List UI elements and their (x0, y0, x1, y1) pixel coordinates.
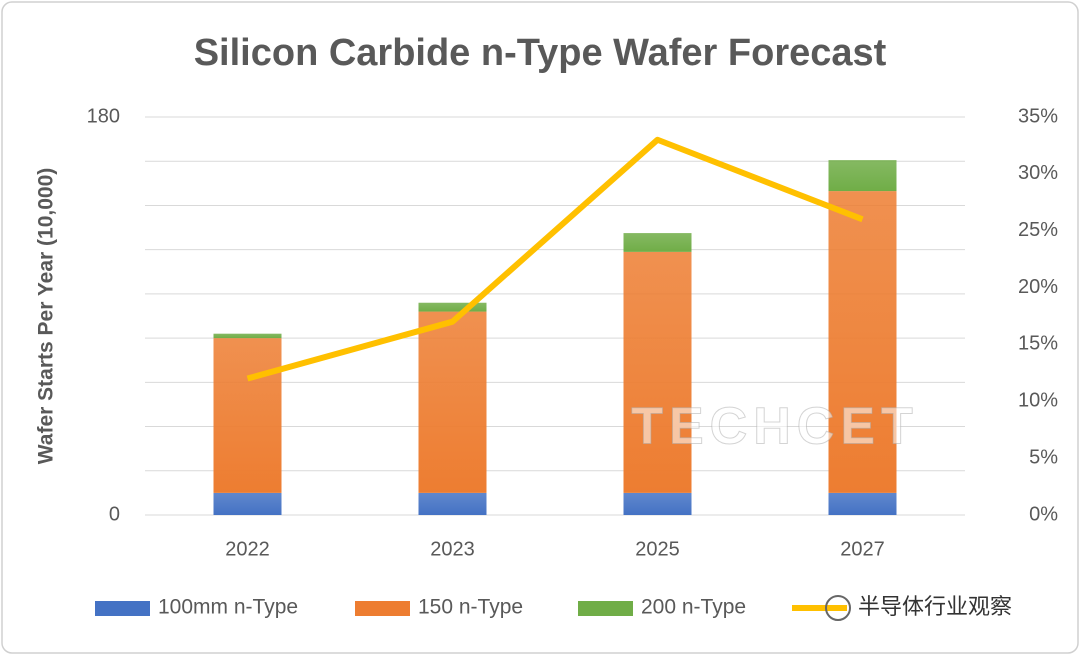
bar-segment (623, 233, 692, 252)
y-tick-label: 0 (109, 503, 120, 525)
x-tick-label: 2022 (225, 538, 270, 560)
y-axis-title: Wafer Starts Per Year (10,000) (35, 168, 58, 465)
y2-tick-label: 35% (1018, 105, 1058, 127)
watermark: 半导体行业观察 (858, 594, 1012, 619)
x-tick-label: 2025 (635, 538, 680, 560)
x-tick-label: 2023 (430, 538, 475, 560)
legend-label: 200 n-Type (641, 596, 746, 619)
bar-segment (418, 311, 487, 493)
y2-tick-label: 30% (1018, 162, 1058, 184)
legend-label: 100mm n-Type (158, 596, 298, 619)
bar-segment (623, 492, 692, 515)
legend-label: 150 n-Type (418, 596, 523, 619)
y2-tick-label: 0% (1029, 503, 1058, 525)
x-tick-label: 2027 (840, 538, 885, 560)
y2-tick-label: 5% (1029, 446, 1058, 468)
legend-swatch (578, 601, 633, 616)
bar-segment (828, 160, 897, 192)
chart-title: Silicon Carbide n-Type Wafer Forecast (194, 32, 887, 74)
line-series (246, 136, 864, 382)
bar-segment (828, 492, 897, 515)
y2-tick-label: 15% (1018, 333, 1058, 355)
y2-tick-label: 10% (1018, 390, 1058, 412)
bar-segment (213, 338, 282, 493)
bar-segment (213, 492, 282, 515)
watermark: TECHCET (631, 398, 919, 456)
bar-segment (623, 251, 692, 493)
bar-segment (418, 302, 487, 312)
bar-segment (213, 333, 282, 339)
watermark-icon (825, 595, 851, 621)
y2-tick-label: 25% (1018, 219, 1058, 241)
y2-tick-label: 20% (1018, 276, 1058, 298)
legend-swatch (355, 601, 410, 616)
legend-swatch (95, 601, 150, 616)
bar-segment (828, 191, 897, 493)
bar-segment (418, 492, 487, 515)
y-tick-label: 180 (87, 105, 120, 127)
